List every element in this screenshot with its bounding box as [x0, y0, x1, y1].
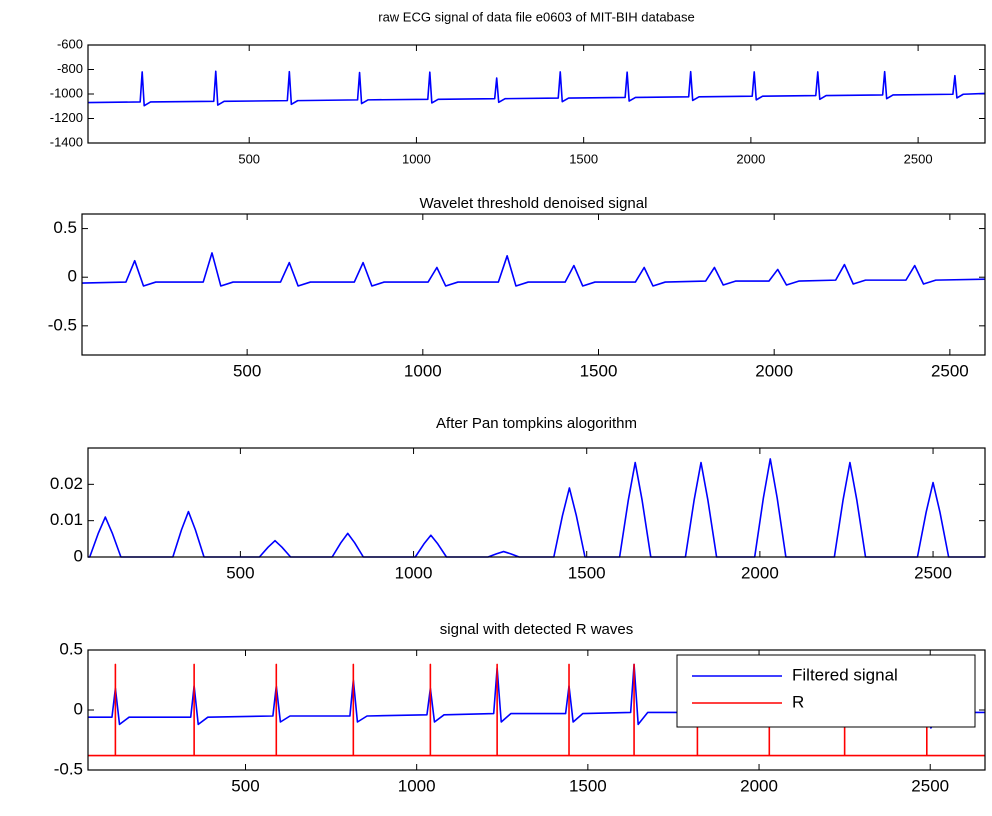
- y-tick-label: 0.5: [59, 639, 83, 658]
- x-tick-label: 2000: [740, 776, 778, 795]
- x-tick-label: 2000: [741, 563, 779, 582]
- legend-label: R: [792, 692, 804, 711]
- x-tick-label: 500: [231, 776, 259, 795]
- x-tick-label: 1000: [404, 361, 442, 380]
- x-tick-label: 2500: [904, 151, 933, 166]
- x-tick-label: 1500: [568, 563, 606, 582]
- y-tick-label: 0.5: [53, 218, 77, 237]
- x-tick-label: 1500: [580, 361, 618, 380]
- plot-area: [82, 214, 985, 355]
- y-tick-label: 0: [74, 546, 83, 565]
- legend-label: Filtered signal: [792, 665, 898, 684]
- data-line: [81, 252, 986, 287]
- x-tick-label: 500: [226, 563, 254, 582]
- x-tick-label: 2500: [911, 776, 949, 795]
- y-tick-label: -800: [57, 61, 83, 76]
- y-tick-label: -1000: [50, 85, 83, 100]
- y-tick-label: 0: [74, 699, 83, 718]
- y-tick-label: -1400: [50, 134, 83, 149]
- chart-title: signal with detected R waves: [440, 621, 633, 638]
- x-tick-label: 2000: [736, 151, 765, 166]
- y-tick-label: 0: [68, 267, 77, 286]
- plot-area: [88, 45, 985, 143]
- axes-frame: [87, 649, 986, 771]
- x-tick-label: 2500: [931, 361, 969, 380]
- x-tick-label: 2500: [914, 563, 952, 582]
- y-tick-label: -0.5: [54, 759, 83, 778]
- plot-area: [88, 448, 985, 557]
- axes-frame: [81, 213, 986, 356]
- axes-frame: [87, 44, 986, 144]
- y-tick-label: 0.02: [50, 474, 83, 493]
- legend-box: [676, 654, 976, 728]
- chart-title: Wavelet threshold denoised signal: [420, 195, 648, 212]
- data-line: [88, 663, 985, 757]
- chart-title: raw ECG signal of data file e0603 of MIT…: [378, 9, 695, 24]
- x-tick-label: 500: [233, 361, 261, 380]
- y-tick-label: 0.01: [50, 510, 83, 529]
- axes-frame: [87, 447, 986, 558]
- y-tick-label: -0.5: [48, 315, 77, 334]
- x-tick-label: 2000: [755, 361, 793, 380]
- x-tick-label: 1000: [402, 151, 431, 166]
- x-tick-label: 1500: [569, 776, 607, 795]
- y-tick-label: -1200: [50, 110, 83, 125]
- data-line: [87, 70, 986, 107]
- chart-title: After Pan tompkins alogorithm: [436, 415, 637, 432]
- y-tick-label: -600: [57, 36, 83, 51]
- x-tick-label: 1000: [398, 776, 436, 795]
- x-tick-label: 1500: [569, 151, 598, 166]
- x-tick-label: 500: [238, 151, 260, 166]
- x-tick-label: 1000: [395, 563, 433, 582]
